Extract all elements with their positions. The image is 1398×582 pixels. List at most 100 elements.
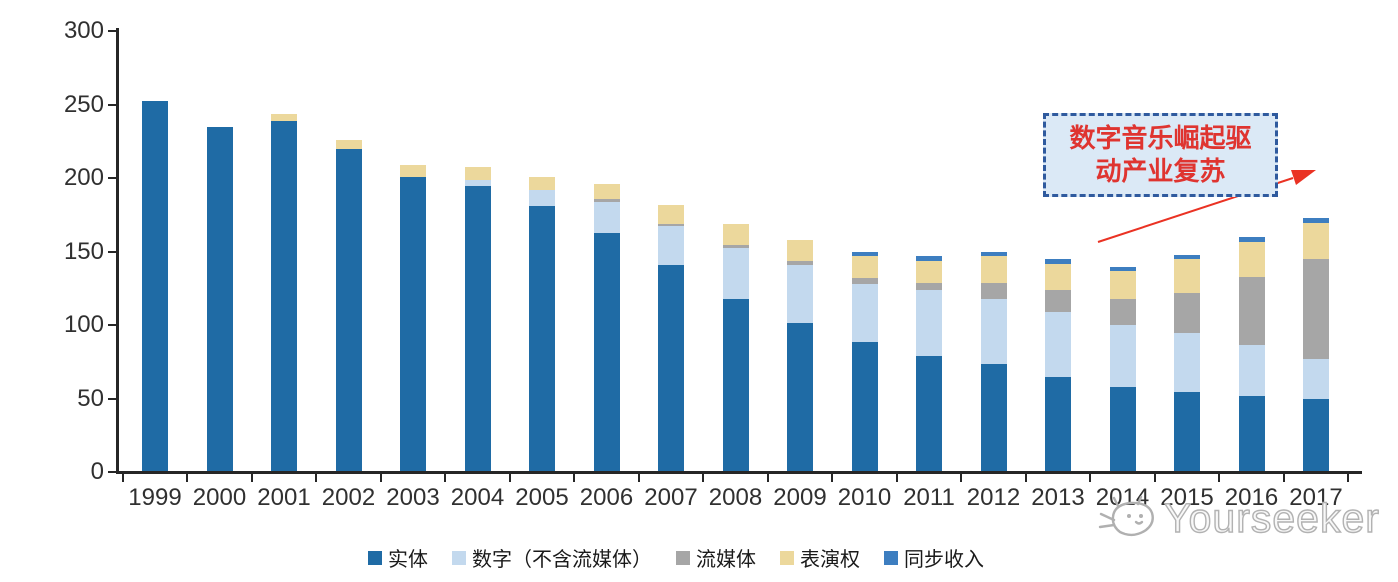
bar-segment [1238, 241, 1265, 277]
y-tick [108, 397, 116, 400]
x-axis-label: 2005 [515, 484, 569, 511]
y-tick [108, 30, 116, 32]
legend-label: 同步收入 [904, 549, 984, 571]
x-tick [1282, 474, 1285, 482]
x-tick [1024, 474, 1027, 482]
bar-segment [980, 282, 1007, 299]
x-axis-label: 2002 [321, 484, 376, 511]
x-tick [444, 474, 447, 482]
watermark: Yourseeker [1098, 492, 1380, 544]
legend-item: 表演权 [780, 543, 860, 572]
bar-segment [980, 256, 1007, 283]
bar-segment [464, 166, 491, 180]
bar-segment [1238, 276, 1265, 345]
bar-segment [1303, 398, 1329, 471]
x-tick [508, 474, 511, 482]
legend-swatch [676, 550, 690, 565]
bar-segment [400, 177, 426, 471]
bar-segment [916, 282, 942, 291]
legend-item: 数字（不含流媒体） [452, 543, 652, 572]
annotation-text-line2: 动产业复苏 [1095, 156, 1226, 186]
x-tick [960, 474, 963, 482]
y-tick [108, 324, 116, 326]
x-tick [1347, 474, 1350, 482]
x-tick [379, 474, 382, 482]
bar-segment [1238, 396, 1265, 471]
bar-segment [851, 251, 878, 257]
x-axis-label: 2008 [708, 484, 763, 511]
x-tick [702, 474, 705, 482]
bar-segment [1174, 332, 1200, 392]
x-tick [1153, 474, 1156, 482]
bar-segment [593, 184, 620, 200]
x-tick [315, 474, 318, 482]
x-axis-label: 2007 [644, 484, 698, 511]
legend-swatch [368, 550, 382, 565]
x-tick [186, 474, 189, 482]
bar-segment [1109, 271, 1136, 299]
bar-segment [658, 225, 684, 266]
bar-segment [916, 290, 942, 357]
x-axis-label: 2009 [773, 484, 827, 511]
bar-segment [1238, 237, 1265, 242]
bar-segment [1303, 259, 1329, 360]
bar-segment [980, 299, 1007, 364]
legend-label: 数字（不含流媒体） [472, 549, 652, 571]
bar-segment [916, 256, 942, 261]
x-axis-label: 2015 [1160, 484, 1214, 511]
x-tick [766, 474, 769, 482]
x-axis-label: 2006 [579, 484, 634, 511]
legend-swatch [780, 550, 794, 565]
bar-segment [1238, 344, 1265, 397]
x-tick [573, 474, 576, 482]
bar-segment [851, 278, 878, 285]
bar-segment [1303, 359, 1329, 399]
x-tick [1089, 474, 1092, 482]
bar-segment [658, 204, 684, 225]
legend-label: 表演权 [800, 549, 860, 571]
bar-segment [529, 177, 555, 191]
x-axis-label: 2017 [1289, 484, 1343, 511]
y-tick [108, 250, 116, 253]
bar-segment [787, 260, 813, 266]
x-axis-label: 2010 [837, 484, 892, 511]
y-tick [108, 471, 116, 473]
bar-segment [851, 284, 878, 342]
x-axis-line [116, 471, 1362, 474]
x-axis-label: 2001 [257, 484, 311, 511]
cat-logo-icon [1098, 495, 1154, 537]
bar-segment [1303, 222, 1329, 260]
bar-segment [1109, 266, 1136, 272]
bar-segment [851, 341, 878, 471]
x-axis-label: 1999 [128, 484, 182, 511]
legend-item: 流媒体 [676, 543, 756, 572]
bar-segment [658, 224, 684, 226]
y-tick [108, 177, 116, 179]
bar-segment [271, 113, 297, 122]
legend-item: 实体 [368, 543, 428, 572]
x-axis-label: 2011 [903, 484, 955, 511]
bar-segment [722, 244, 749, 248]
bar-segment [851, 256, 878, 279]
bar-segment [722, 224, 749, 245]
annotation-text-line1: 数字音乐崛起驱 [1069, 123, 1252, 153]
annotation-callout: 数字音乐崛起驱 动产业复苏 [1043, 113, 1278, 197]
x-tick [831, 474, 834, 482]
bar-segment [593, 199, 620, 202]
bar-segment [529, 206, 555, 471]
y-tick-label: 100 [63, 311, 104, 338]
bar-segment [400, 165, 426, 177]
watermark-text: Yourseeker [1163, 494, 1380, 541]
bar-segment [787, 322, 813, 471]
bar-segment [1174, 293, 1200, 333]
bar-segment [1174, 259, 1200, 294]
bar-segment [1109, 325, 1136, 388]
bar-segment [787, 265, 813, 323]
bar-segment [980, 363, 1007, 471]
x-axis-label: 2004 [450, 484, 505, 511]
legend-item: 同步收入 [884, 543, 984, 572]
bar-segment [142, 100, 168, 471]
legend: 实体 数字（不含流媒体） 流媒体 表演权 同步收入 [368, 543, 984, 572]
bar-segment [1045, 263, 1071, 291]
